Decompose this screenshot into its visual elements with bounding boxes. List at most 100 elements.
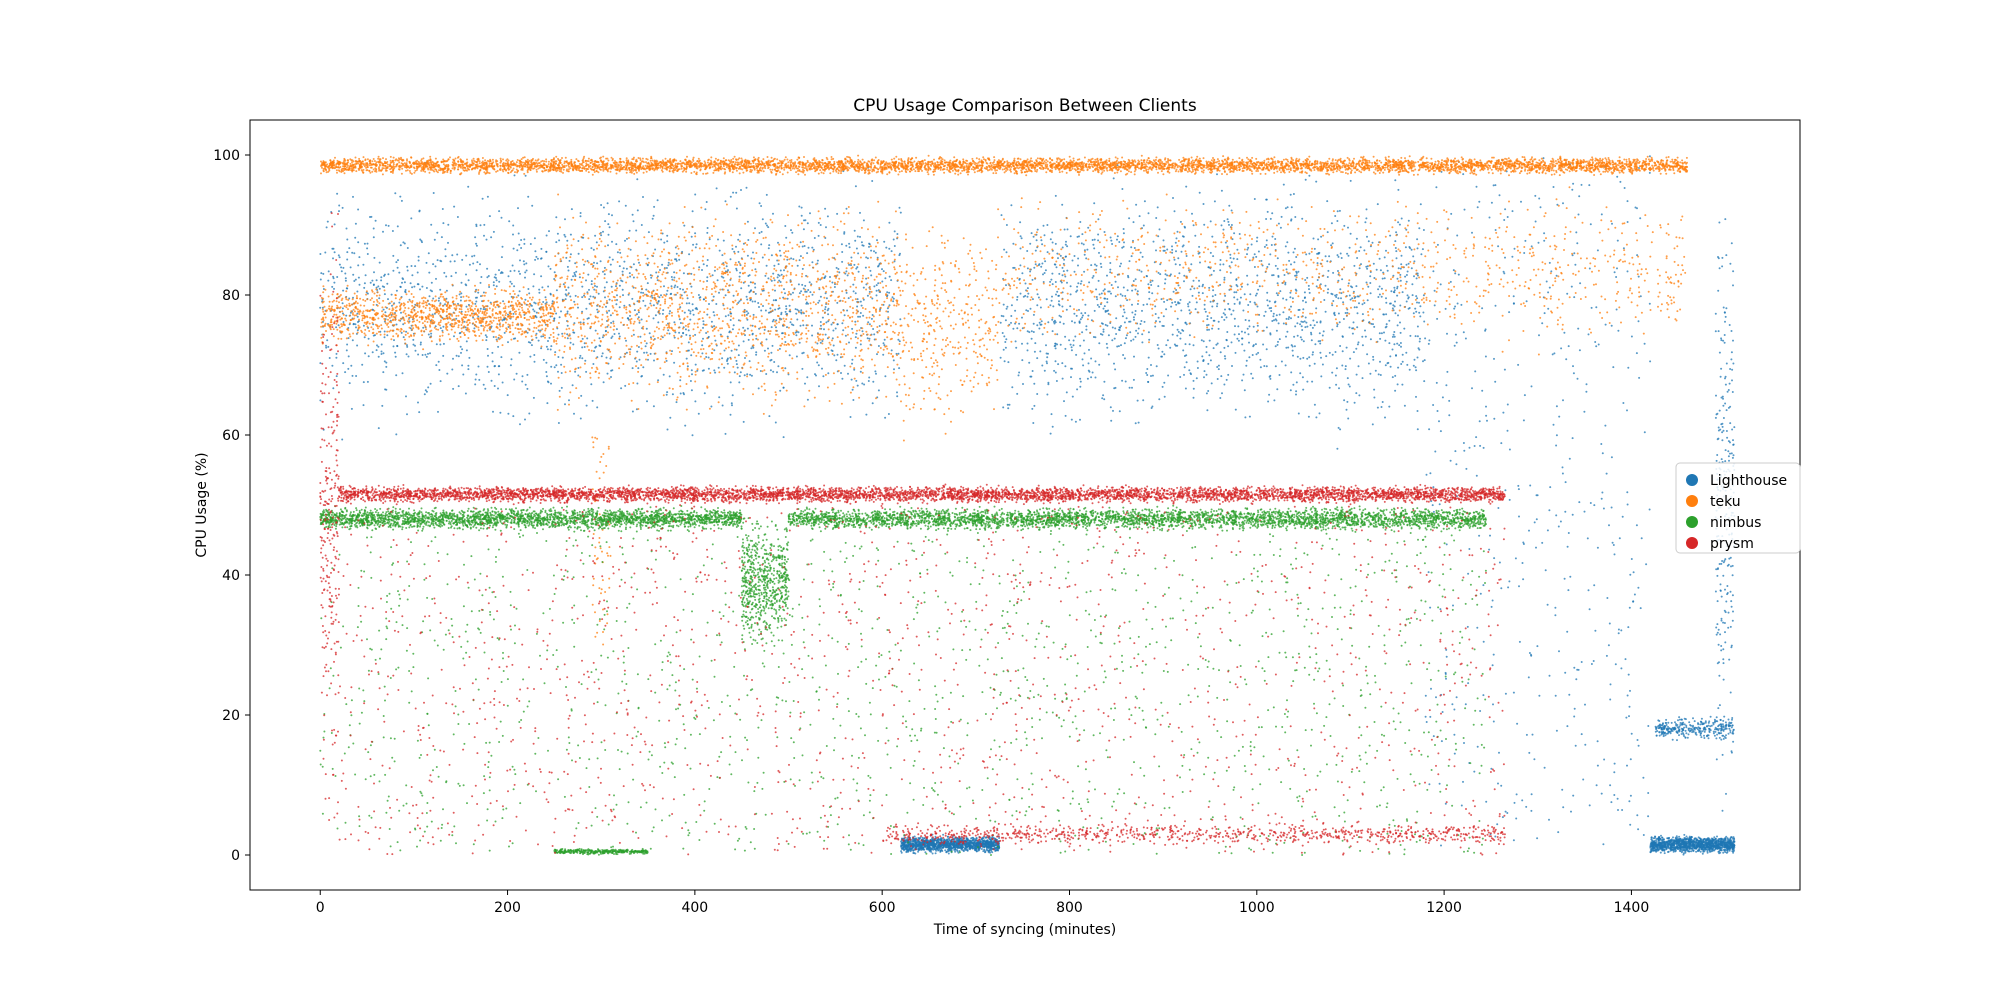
data-point <box>622 267 625 270</box>
data-point <box>419 288 421 291</box>
data-point <box>1244 331 1246 334</box>
data-point <box>1122 286 1125 289</box>
data-point <box>1039 323 1042 326</box>
data-point <box>528 292 531 295</box>
data-point <box>1358 394 1361 397</box>
data-point <box>545 301 548 304</box>
data-point <box>1040 239 1043 242</box>
data-point <box>754 300 757 303</box>
data-point <box>686 297 689 300</box>
data-point <box>861 244 864 247</box>
data-point <box>1528 652 1531 654</box>
data-point <box>1424 694 1427 697</box>
data-point <box>1414 307 1417 310</box>
data-point <box>1247 246 1250 249</box>
data-point <box>831 337 834 340</box>
data-point <box>383 330 386 333</box>
data-point <box>1285 346 1288 349</box>
data-point <box>356 315 359 318</box>
data-point <box>890 250 893 253</box>
data-point <box>1307 284 1310 287</box>
data-point <box>778 249 781 252</box>
data-point <box>1464 703 1467 706</box>
data-point <box>1042 224 1045 227</box>
data-point <box>1045 360 1048 363</box>
data-point <box>519 423 521 426</box>
data-point <box>535 332 538 335</box>
data-point <box>1032 322 1035 325</box>
data-point <box>876 353 878 356</box>
data-point <box>556 232 559 235</box>
data-point <box>740 189 742 191</box>
data-point <box>1492 703 1494 706</box>
data-point <box>1287 318 1290 320</box>
data-point <box>1024 294 1027 297</box>
data-point <box>436 259 439 262</box>
data-point <box>1174 263 1177 266</box>
data-point <box>969 839 972 842</box>
data-point <box>598 344 601 347</box>
data-point <box>720 275 723 278</box>
data-point <box>482 383 485 386</box>
data-point <box>1567 532 1570 534</box>
data-point <box>1343 224 1346 227</box>
data-point <box>826 215 829 218</box>
data-point <box>739 271 742 274</box>
data-point <box>1019 264 1022 267</box>
data-point <box>347 355 350 358</box>
data-point <box>1569 575 1572 578</box>
data-point <box>1016 298 1019 301</box>
data-point <box>1597 343 1600 346</box>
data-point <box>1109 236 1112 239</box>
data-point <box>1119 326 1121 329</box>
data-point <box>864 266 867 269</box>
data-point <box>974 848 977 851</box>
data-point <box>1018 322 1021 325</box>
data-point <box>1119 293 1122 296</box>
data-point <box>1561 472 1564 475</box>
data-point <box>1361 377 1364 380</box>
data-point <box>1256 274 1259 277</box>
data-point <box>673 336 676 339</box>
data-point <box>585 307 588 310</box>
data-point <box>348 247 351 250</box>
data-point <box>682 272 685 275</box>
data-point <box>1161 385 1164 388</box>
data-point <box>953 845 955 848</box>
data-point <box>1293 247 1296 250</box>
data-point <box>767 247 770 250</box>
data-point <box>901 843 904 846</box>
data-point <box>1372 355 1375 358</box>
data-point <box>1274 238 1277 240</box>
data-point <box>1488 216 1491 219</box>
data-point <box>1081 331 1084 334</box>
data-point <box>1040 320 1043 323</box>
data-point <box>762 305 764 307</box>
data-point <box>1438 503 1441 506</box>
data-point <box>917 847 920 850</box>
data-point <box>1247 304 1250 306</box>
data-point <box>1299 357 1302 360</box>
data-point <box>354 278 357 281</box>
data-point <box>770 254 773 257</box>
data-point <box>1255 240 1258 243</box>
data-point <box>1219 351 1222 354</box>
data-point <box>1021 316 1023 319</box>
data-point <box>872 380 875 383</box>
data-point <box>1208 328 1210 331</box>
data-point <box>678 331 681 334</box>
data-point <box>1554 606 1557 609</box>
data-point <box>815 374 817 377</box>
data-point <box>1337 297 1340 300</box>
data-point <box>665 393 668 396</box>
data-point <box>497 345 500 348</box>
data-point <box>598 337 601 340</box>
data-point <box>1046 224 1049 226</box>
data-point <box>811 293 814 296</box>
data-point <box>619 251 622 254</box>
data-point <box>823 276 826 279</box>
data-point <box>654 248 657 251</box>
data-point <box>1036 293 1039 296</box>
data-point <box>995 849 998 852</box>
data-point <box>566 312 569 315</box>
